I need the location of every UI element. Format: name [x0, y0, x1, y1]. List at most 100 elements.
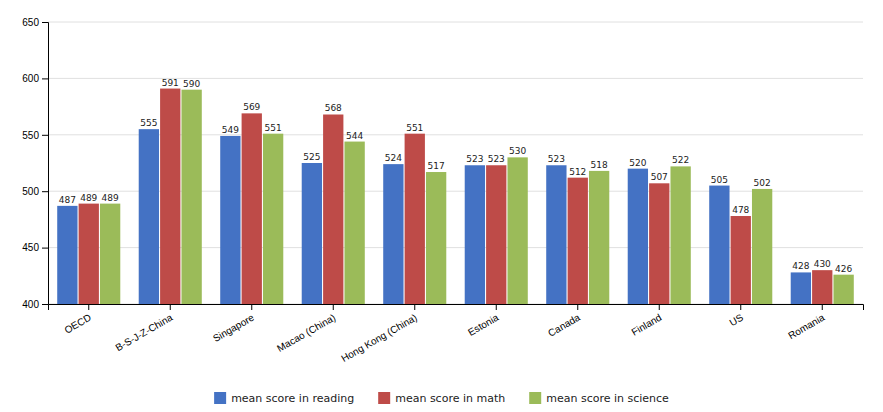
bar	[791, 272, 811, 304]
bar	[752, 189, 772, 304]
tick-label: 650	[22, 17, 39, 28]
data-label: 505	[711, 175, 728, 185]
tick-mark	[42, 304, 48, 305]
tick-label: 400	[22, 299, 39, 310]
axis-domain	[49, 305, 864, 311]
tick-mark	[88, 304, 89, 310]
tick-label: Singapore	[211, 311, 256, 344]
tick-mark	[42, 191, 48, 192]
data-label: 430	[814, 259, 831, 269]
x-tick: Hong Kong (China)	[339, 304, 419, 364]
data-label: 530	[509, 146, 526, 156]
legend-swatch	[214, 392, 226, 404]
data-label: 517	[428, 161, 445, 171]
bar	[426, 172, 446, 304]
tick-mark	[659, 304, 660, 310]
legend: mean score in reading mean score in math m…	[214, 392, 669, 405]
grid-line	[48, 22, 863, 23]
tick-mark	[42, 22, 48, 23]
tick-mark	[496, 304, 497, 310]
tick-label: Finland	[630, 312, 664, 338]
legend-label: mean score in science	[546, 392, 669, 405]
data-label: 551	[265, 123, 282, 133]
y-tick: 500	[22, 186, 48, 197]
bar	[100, 204, 120, 304]
data-label: 520	[629, 158, 646, 168]
data-label: 568	[325, 103, 342, 113]
data-label: 428	[792, 261, 809, 271]
tick-label: Romania	[786, 311, 827, 341]
tick-label: 450	[22, 242, 39, 253]
data-label: 590	[183, 79, 200, 89]
bar	[628, 169, 648, 304]
bar-series	[79, 89, 833, 304]
tick-label: Macao (China)	[275, 312, 337, 354]
data-label: 551	[406, 123, 423, 133]
x-tick: Estonia	[466, 304, 501, 338]
y-tick: 600	[22, 73, 48, 84]
x-tick: Romania	[786, 304, 827, 341]
x-tick: Singapore	[211, 304, 256, 344]
tick-mark	[42, 248, 48, 249]
bar	[344, 142, 364, 304]
bar	[405, 134, 425, 304]
bar	[242, 113, 262, 304]
legend-swatch	[529, 392, 541, 404]
legend-swatch	[378, 392, 390, 404]
bar	[507, 157, 527, 304]
x-axis: OECD B-S-J-Z-China Singapore Macao (China)H…	[49, 304, 864, 364]
data-label: 523	[488, 154, 505, 164]
data-label: 555	[140, 118, 157, 128]
data-label: 518	[591, 160, 608, 170]
bar	[709, 186, 729, 304]
x-tick: Macao (China)	[275, 304, 337, 354]
bar	[731, 216, 751, 304]
bar	[833, 275, 853, 304]
bar	[57, 206, 77, 304]
bar	[486, 165, 506, 304]
data-label: 502	[754, 178, 771, 188]
legend-label: mean score in math	[395, 392, 505, 405]
data-label: 544	[346, 131, 363, 141]
bar	[263, 134, 283, 304]
tick-mark	[822, 304, 823, 310]
bar	[812, 270, 832, 304]
data-label: 591	[162, 78, 179, 88]
data-label: 524	[385, 153, 402, 163]
legend-label: mean score in reading	[231, 392, 354, 405]
data-label: 522	[672, 155, 689, 165]
grid	[48, 22, 863, 304]
tick-label: 500	[22, 186, 39, 197]
bar	[649, 183, 669, 304]
tick-mark	[42, 135, 48, 136]
y-tick: 650	[22, 17, 48, 28]
data-labels: 4875555495255245235235205054284895915695…	[59, 78, 853, 274]
y-tick: 550	[22, 130, 48, 141]
bar	[79, 204, 99, 304]
tick-label: OECD	[62, 312, 93, 336]
data-label: 487	[59, 195, 76, 205]
y-tick: 450	[22, 242, 48, 253]
bars	[57, 89, 854, 304]
bar	[568, 178, 588, 304]
bar	[160, 89, 180, 304]
tick-mark	[414, 304, 415, 310]
tick-mark	[170, 304, 171, 310]
tick-mark	[577, 304, 578, 310]
tick-label: B-S-J-Z-China	[114, 311, 175, 353]
tick-label: US	[727, 312, 745, 329]
bar	[589, 171, 609, 304]
data-label: 525	[303, 152, 320, 162]
x-tick: Finland	[630, 304, 664, 338]
tick-mark	[42, 78, 48, 79]
tick-mark	[251, 304, 252, 310]
data-label: 569	[243, 102, 260, 112]
chart: 4875555495255245235235205054284895915695…	[0, 0, 883, 412]
data-label: 478	[732, 205, 749, 215]
plot: 4875555495255245235235205054284895915695…	[22, 17, 863, 364]
x-tick: Canada	[546, 304, 582, 339]
data-label: 507	[651, 172, 668, 182]
tick-mark	[740, 304, 741, 310]
data-label: 523	[548, 154, 565, 164]
bar	[139, 129, 159, 304]
